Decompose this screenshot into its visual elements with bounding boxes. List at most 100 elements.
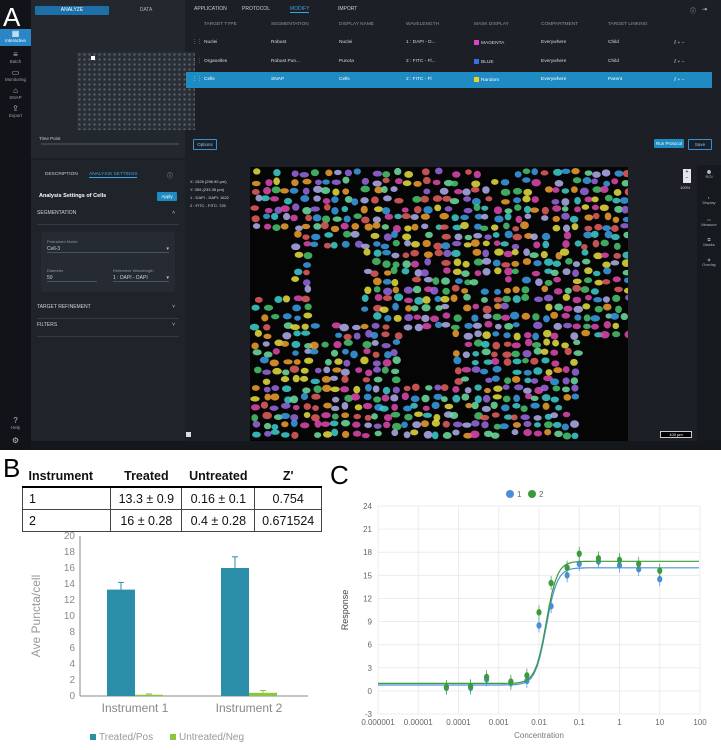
info-icon[interactable]: ⓘ xyxy=(690,9,697,15)
row-actions[interactable]: ⫽ + − xyxy=(674,60,685,65)
cell-mask xyxy=(474,270,482,277)
cell-mask xyxy=(494,215,504,223)
target-row-nuclei[interactable]: ⋮⋮ Nuclei Robust Nuclei 1 : DAPI - D... … xyxy=(192,40,685,46)
tab-application[interactable]: APPLICATION xyxy=(194,6,227,12)
nav-item-batch[interactable]: ≡ Batch xyxy=(0,50,31,64)
info-icon[interactable]: ⓘ xyxy=(167,174,174,180)
cell-mask xyxy=(572,284,582,292)
cell-mask xyxy=(373,366,382,373)
cell-mask xyxy=(383,233,392,241)
cell-mask xyxy=(515,215,523,224)
tab-description[interactable]: DESCRIPTION xyxy=(45,172,78,177)
cell-mask xyxy=(544,279,553,286)
selected-well xyxy=(91,56,95,60)
nav-item-snap[interactable]: ⌂ SNAP xyxy=(0,86,31,100)
cell-mask xyxy=(303,411,311,419)
cell-mask xyxy=(251,189,260,195)
cell-mask xyxy=(381,394,390,402)
tab-analysis-settings[interactable]: ANALYSIS SETTINGS xyxy=(89,172,138,178)
cell-mask xyxy=(353,385,361,394)
cell-mask xyxy=(532,332,539,341)
well-plate-grid[interactable] xyxy=(77,52,195,130)
cell-mask xyxy=(561,342,569,349)
target-row-organelles[interactable]: ⋮⋮ Organelles Robust Pun... Puncta 2 : F… xyxy=(192,59,685,65)
tool-masks[interactable]: ⧉ Masks xyxy=(703,237,715,247)
cell-mask xyxy=(569,215,579,223)
tab-import[interactable]: IMPORT xyxy=(338,6,358,12)
cell-mask xyxy=(403,431,411,439)
cell-mask xyxy=(462,351,470,359)
save-button[interactable]: Save xyxy=(688,139,712,150)
model-select[interactable]: Cell-3 ▾ xyxy=(47,246,169,253)
cell-mask xyxy=(352,324,361,331)
cell-mask xyxy=(330,386,340,393)
cell-mask xyxy=(384,351,392,359)
cell-mask xyxy=(251,414,259,422)
cell-mask xyxy=(503,358,512,366)
tab-modify[interactable]: MODIFY xyxy=(290,6,310,13)
reference-wavelength-select[interactable]: 1 : DAPI - DAPI ▾ xyxy=(113,275,169,282)
section-filters[interactable]: FILTERS ˅ xyxy=(37,322,179,337)
cell-mask xyxy=(553,276,562,283)
cell-mask xyxy=(521,293,530,302)
apply-button[interactable]: Apply xyxy=(157,192,177,201)
cell-mask xyxy=(572,296,582,304)
section-segmentation[interactable]: SEGMENTATION ˄ xyxy=(37,210,179,225)
cell-mask xyxy=(619,197,628,204)
row-actions[interactable]: ⫽ + − xyxy=(674,78,685,83)
y-tick-label: -3 xyxy=(365,710,373,719)
time-slider[interactable] xyxy=(41,143,179,145)
cell-mask xyxy=(280,412,290,420)
nav-item-export[interactable]: ⇪ Export xyxy=(0,104,31,118)
nav-item-help[interactable]: ? Help xyxy=(0,416,31,430)
cell-mask xyxy=(263,187,272,195)
cell-mask xyxy=(403,385,411,392)
cell-mask xyxy=(480,414,490,421)
cell-mask xyxy=(600,186,609,193)
cell-mask xyxy=(294,251,304,258)
cell-mask xyxy=(374,430,382,437)
cell-mask xyxy=(611,233,620,241)
cell-mask xyxy=(379,405,389,412)
expand-icon[interactable] xyxy=(186,432,191,437)
cell-mask xyxy=(271,313,280,320)
row-actions[interactable]: ⫽ + − xyxy=(674,41,685,46)
run-protocol-button[interactable]: Run Protocol xyxy=(654,139,684,148)
tool-display[interactable]: ◐ Display xyxy=(702,195,716,205)
zoom-control[interactable]: + − xyxy=(683,169,691,183)
data-point xyxy=(657,575,663,583)
microscopy-image[interactable] xyxy=(250,167,628,441)
cell-mask xyxy=(522,258,532,265)
tab-data[interactable]: DATA xyxy=(139,7,153,13)
cell-mask xyxy=(404,313,414,322)
tool-roi[interactable]: ⬤ ROI xyxy=(705,169,713,179)
nav-item-monitoring[interactable]: ▭ Monitoring xyxy=(0,68,31,82)
tool-measure[interactable]: ▭ Measure xyxy=(701,217,717,227)
cell-mask xyxy=(374,186,384,194)
cell-mask xyxy=(373,312,382,320)
cell-mask xyxy=(503,332,511,339)
cell-mask xyxy=(573,350,583,357)
cell-mask xyxy=(450,180,459,187)
tab-analyze[interactable]: ANALYZE xyxy=(35,6,109,15)
legend-marker xyxy=(506,490,514,498)
section-target-refinement[interactable]: TARGET REFINEMENT ˅ xyxy=(37,304,179,319)
cell-mask xyxy=(251,385,260,391)
y-tick-label: 18 xyxy=(363,548,372,557)
cell-mask xyxy=(584,214,594,221)
cell-mask xyxy=(602,303,612,311)
nav-item-interactive[interactable]: ▦ Interactive xyxy=(0,29,31,46)
cell-mask xyxy=(404,171,414,178)
options-button[interactable]: Options xyxy=(193,139,217,150)
target-row-cells[interactable]: ⋮⋮ Cells SNAP Cells 2 : FITC - Fl Random… xyxy=(186,72,712,88)
cell-mask xyxy=(544,421,553,429)
data-point xyxy=(443,683,449,691)
exit-icon[interactable]: ⇥ xyxy=(702,7,708,13)
tool-overlay[interactable]: ◈ Overlay xyxy=(702,257,716,267)
nav-item-settings[interactable]: ⚙ xyxy=(0,436,31,445)
cell-mask xyxy=(280,205,290,213)
tab-protocol[interactable]: PROTOCOL xyxy=(242,6,270,12)
cell-mask xyxy=(313,185,323,193)
diameter-field[interactable]: 50 xyxy=(47,275,97,282)
cell-mask xyxy=(314,420,322,428)
